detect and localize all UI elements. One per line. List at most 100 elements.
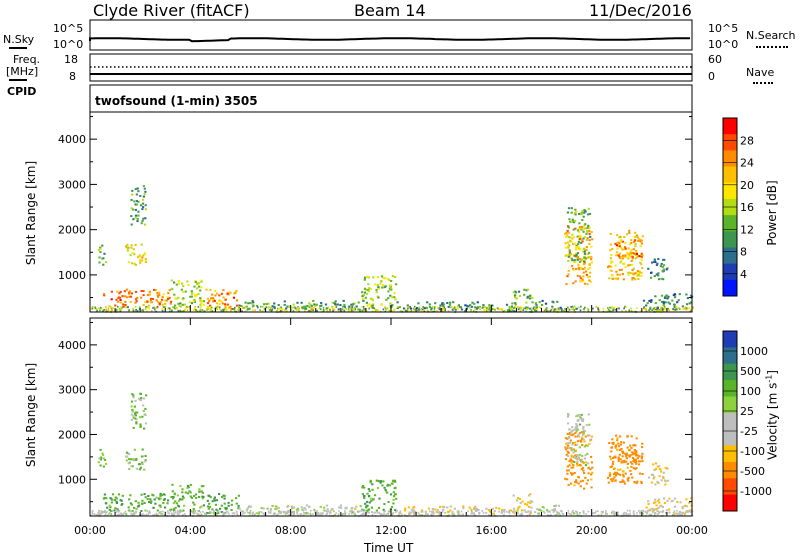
data-cell-12 [582,418,585,421]
baseline-cell [555,511,558,513]
data-cell-5 [227,306,231,309]
data-cell-13 [635,251,638,254]
data-cell-13 [614,446,617,449]
baseline-cell [314,510,316,512]
baseline-cell [150,310,153,312]
data-cell-4 [171,497,175,500]
baseline-cell [587,510,590,513]
baseline-cell [580,305,582,308]
data-cell-5 [221,496,224,499]
data-cell-12 [576,464,579,467]
data-cell-12 [571,443,574,446]
data-cell-12 [584,248,587,251]
data-cell-4 [194,493,198,496]
baseline-cell [141,513,143,516]
baseline-cell [112,509,114,512]
data-cell-11 [579,237,582,240]
baseline-cell [665,308,667,311]
baseline-cell [441,308,443,310]
data-cell-12 [572,429,575,431]
data-cell-12 [571,259,574,262]
baseline-cell [424,513,427,515]
data-cell-13 [634,468,637,470]
baseline-cell [381,513,384,516]
data-cell-2 [144,455,147,457]
data-cell-13 [631,476,634,479]
data-cell-13 [633,235,636,238]
data-cell-15 [665,294,668,297]
data-cell-13 [630,435,633,438]
data-cell-8 [470,512,473,515]
data-cell-11 [573,242,576,245]
baseline-cell [182,514,184,516]
data-cell-7 [372,276,375,279]
data-cell-8 [396,301,399,304]
data-cell-5 [214,503,217,506]
data-cell-15 [642,299,646,302]
baseline-cell [262,305,264,308]
data-cell-11 [566,433,569,435]
baseline-cell [556,309,558,312]
baseline-cell [474,309,476,312]
data-cell-11 [572,472,575,475]
data-cell-16 [654,462,658,465]
baseline-cell [385,308,387,311]
data-cell-6 [343,303,346,306]
data-cell-12 [570,207,573,210]
baseline-cell [178,510,181,513]
data-cell-13 [615,243,618,245]
data-cell-7 [365,288,368,291]
baseline-cell [227,511,229,514]
data-cell-15 [668,511,671,514]
baseline-cell [361,309,364,312]
baseline-cell [118,308,121,311]
data-cell-6 [300,301,303,304]
baseline-cell [508,308,511,311]
data-cell-15 [666,499,669,502]
data-cell-11 [577,482,580,485]
data-cell-13 [610,265,613,268]
baseline-cell [116,514,118,517]
baseline-cell [687,308,689,310]
data-cell-16 [658,468,661,471]
data-cell-9 [514,296,517,299]
data-cell-7 [368,303,371,306]
baseline-cell [213,513,216,516]
data-cell-3 [135,193,138,196]
data-cell-11 [565,442,568,445]
data-cell-7 [380,303,383,306]
data-cell-6 [292,303,295,306]
colorbar-frame [722,330,738,512]
baseline-cell [309,512,312,515]
data-cell-4 [198,488,201,491]
baseline-cell [534,307,536,310]
baseline-cell [640,309,642,312]
data-cell-15 [655,504,658,507]
baseline-cell [625,310,627,312]
data-cell-6 [252,301,255,304]
baseline-cell [108,511,111,514]
data-cell-13 [611,480,614,483]
data-cell-0 [160,298,164,301]
baseline-cell [284,309,286,312]
baseline-cell [672,514,674,516]
data-cell-5 [212,300,215,303]
baseline-cell [625,511,627,514]
baseline-cell [554,310,557,312]
baseline-cell [488,308,490,311]
baseline-cell [604,513,607,515]
data-cell-3 [144,190,147,193]
data-cell-15 [685,505,688,508]
data-cell-9 [518,295,521,297]
baseline-cell [684,306,687,309]
baseline-cell [98,510,101,513]
data-cell-7 [365,292,369,295]
data-cell-13 [611,438,614,441]
baseline-cell [678,513,681,516]
data-cell-12 [575,415,578,418]
data-cell-11 [590,256,593,259]
data-cell-11 [572,433,575,436]
baseline-cell [286,310,288,313]
colorbar-swatch [723,118,737,135]
data-cell-13 [619,468,622,471]
